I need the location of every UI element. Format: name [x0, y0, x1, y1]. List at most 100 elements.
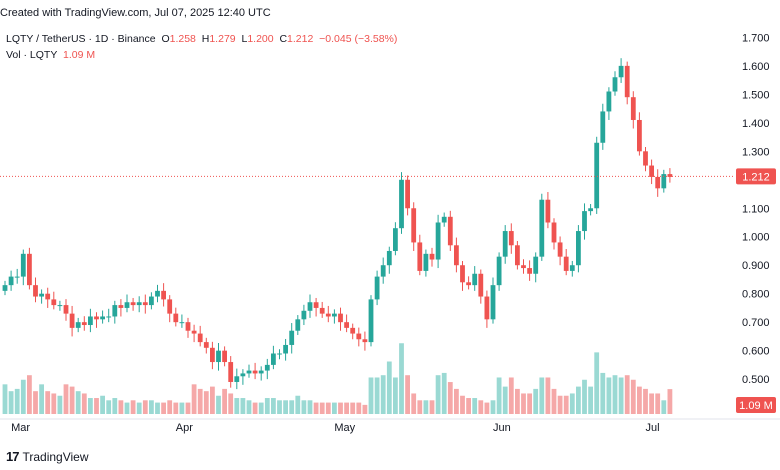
- symbol-label: LQTY / TetherUS · 1D · Binance: [6, 33, 156, 45]
- candle-body: [411, 208, 417, 243]
- volume-bar: [618, 377, 624, 414]
- candlestick-chart[interactable]: 1.700 1.600 1.500 1.400 1.300 1.200 1.100 1.000…: [0, 0, 780, 440]
- candle-body: [417, 242, 423, 271]
- volume-label: Vol · LQTY: [6, 49, 58, 61]
- candle-body: [490, 285, 496, 320]
- candle-body: [515, 245, 520, 266]
- candle-body: [472, 273, 478, 286]
- y-tick-label: 0.900: [742, 260, 770, 272]
- tradingview-brand[interactable]: 17 TradingView: [6, 449, 89, 464]
- last-volume-tag: [736, 397, 776, 413]
- candle-body: [307, 302, 313, 311]
- candle-body: [563, 256, 569, 271]
- volume-bar: [508, 377, 514, 414]
- volume-bar: [246, 400, 252, 414]
- candle-body: [447, 216, 453, 246]
- y-tick-label: 1.300: [742, 146, 770, 158]
- candle-body: [57, 305, 63, 307]
- volume-bar: [405, 375, 410, 414]
- volume-bar: [594, 352, 600, 414]
- candle-body: [94, 316, 99, 320]
- volume-bar: [539, 377, 545, 414]
- candle-body: [155, 290, 160, 297]
- volume-bar: [569, 393, 575, 414]
- tradingview-brand-name: TradingView: [22, 449, 89, 464]
- volume-bar: [136, 402, 142, 414]
- volume-bar: [637, 386, 642, 414]
- volume-bar: [258, 402, 264, 414]
- candle-body: [667, 174, 673, 177]
- candle-body: [136, 302, 142, 306]
- volume-bar: [649, 393, 654, 414]
- volume-bar: [417, 400, 423, 414]
- candle-body: [130, 302, 136, 306]
- volume-bar: [368, 377, 374, 414]
- volume-bar: [173, 402, 179, 414]
- volume-bar: [502, 386, 508, 414]
- volume-bar: [490, 400, 496, 414]
- candle-body: [142, 302, 148, 306]
- candle-body: [368, 299, 374, 343]
- volume-bar: [81, 393, 87, 414]
- candle-body: [179, 322, 185, 324]
- volume-bar: [142, 400, 148, 414]
- candle-body: [600, 111, 606, 143]
- volume-bar: [655, 393, 661, 414]
- volume-bar: [399, 343, 404, 414]
- change-value: −0.045 (−3.58%): [319, 33, 398, 45]
- volume-bar: [63, 384, 69, 414]
- close-value: 1.212: [287, 33, 314, 45]
- candle-body: [557, 242, 563, 257]
- volume-bar: [20, 379, 26, 414]
- volume-bar: [515, 388, 520, 414]
- volume-bar: [478, 400, 484, 414]
- candle-body: [313, 302, 319, 308]
- volume-bar: [130, 400, 136, 414]
- volume-bar: [39, 384, 44, 414]
- volume-bar: [582, 379, 587, 414]
- candle-body: [216, 350, 221, 363]
- candle-body: [588, 208, 593, 212]
- candle-body: [606, 91, 612, 112]
- candle-body: [338, 313, 343, 323]
- volume-bar: [155, 402, 160, 414]
- y-tick-label: 1.400: [742, 118, 770, 130]
- volume-bar: [496, 377, 502, 414]
- candle-body: [240, 373, 246, 377]
- volume-bar: [75, 391, 81, 414]
- x-tick-label: Apr: [176, 422, 193, 434]
- candle-body: [643, 151, 648, 166]
- candle-body: [33, 285, 38, 297]
- candle-body: [362, 339, 368, 343]
- candle-body: [75, 322, 81, 328]
- candle-body: [344, 322, 349, 328]
- candle-body: [441, 216, 447, 223]
- candle-body: [8, 276, 14, 286]
- candle-body: [118, 305, 124, 308]
- candle-body: [69, 313, 75, 328]
- candle-body: [112, 305, 118, 317]
- candle-body: [429, 253, 435, 260]
- candle-body: [502, 231, 508, 257]
- volume-bar: [69, 386, 75, 414]
- volume-bar: [27, 375, 32, 414]
- volume-value: 1.09 M: [63, 49, 96, 61]
- volume-bar: [423, 400, 429, 414]
- candle-body: [594, 142, 600, 209]
- volume-bar: [88, 398, 93, 414]
- candle-body: [264, 364, 270, 371]
- volume-bar: [563, 395, 569, 414]
- candle-body: [210, 347, 215, 363]
- volume-bar: [118, 400, 124, 414]
- candle-body: [106, 316, 112, 318]
- candle-body: [478, 273, 484, 297]
- candle-body: [234, 376, 240, 382]
- volume-bar: [210, 386, 215, 414]
- candle-body: [637, 119, 642, 152]
- volume-bar: [576, 386, 581, 414]
- volume-bar: [191, 384, 197, 414]
- high-label: H: [201, 33, 210, 45]
- volume-bar: [222, 388, 227, 414]
- volume-bar: [307, 400, 313, 414]
- candle-body: [185, 322, 191, 331]
